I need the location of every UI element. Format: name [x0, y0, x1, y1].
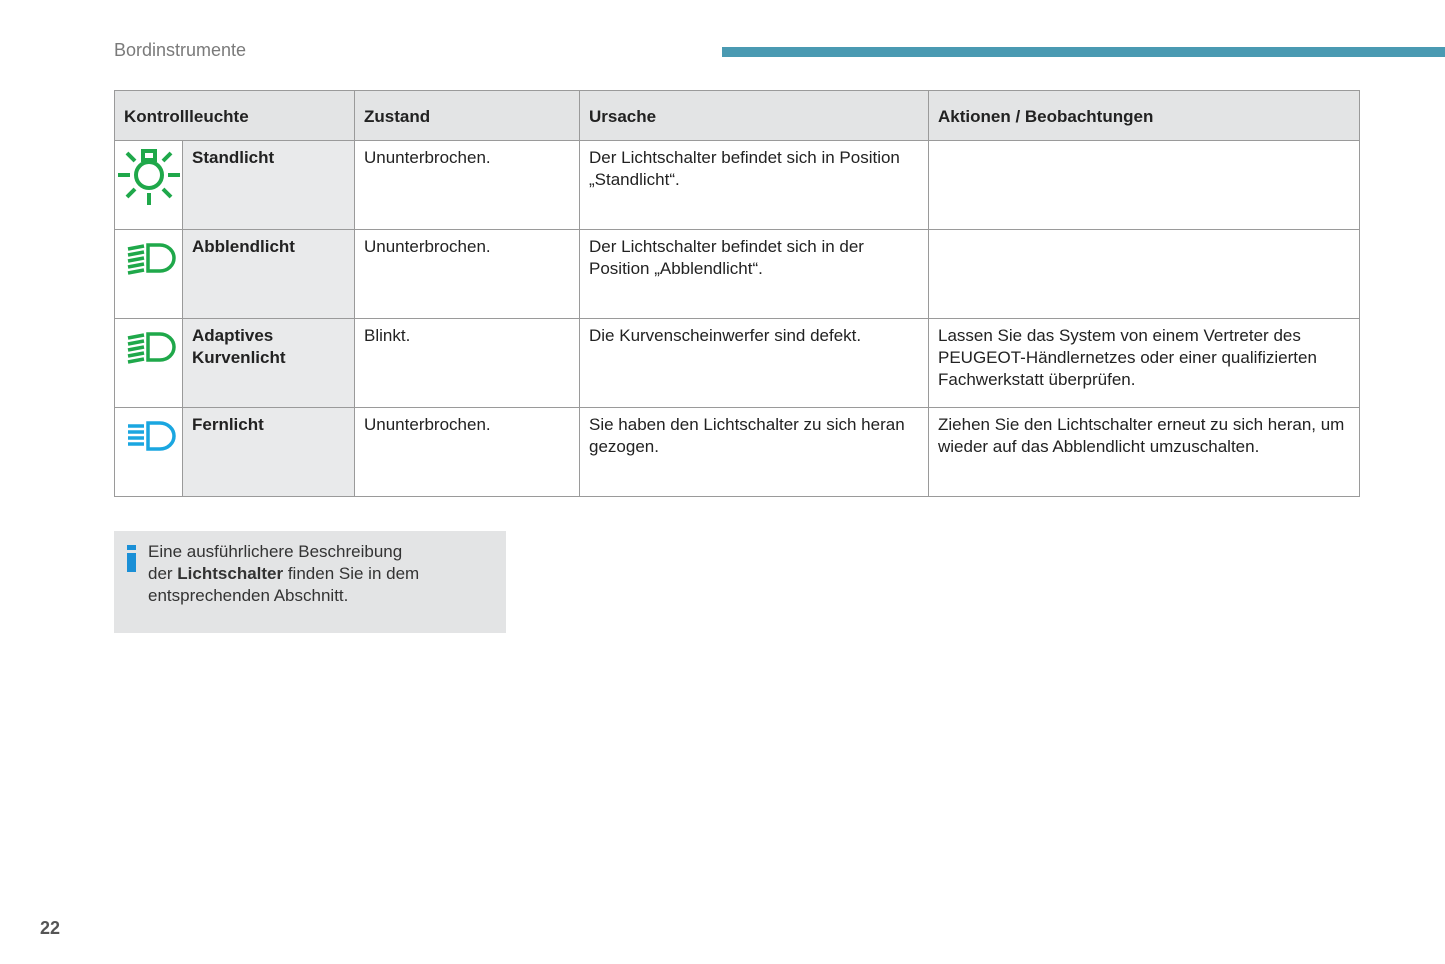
info-line: entsprechenden Abschnitt.	[148, 586, 349, 605]
header-accent-bar	[722, 47, 1445, 57]
state-cell: Ununterbrochen.	[354, 140, 580, 230]
column-header: Ursache	[579, 90, 929, 141]
info-box: Eine ausführlichere Beschreibung der Lic…	[114, 531, 506, 633]
table-row: Abblendlicht Ununterbrochen. Der Lichtsc…	[114, 229, 1360, 319]
cause-cell: Der Lichtschalter befindet sich in der P…	[579, 229, 929, 319]
light-name: Fernlicht	[182, 407, 355, 497]
light-name: Standlicht	[182, 140, 355, 230]
cause-cell: Die Kurvenscheinwerfer sind defekt.	[579, 318, 929, 408]
action-cell	[928, 229, 1360, 319]
info-text-part: finden Sie in dem	[283, 564, 420, 583]
info-text: Eine ausführlichere Beschreibung der Lic…	[148, 541, 419, 607]
sidelight-icon	[117, 149, 180, 205]
action-cell: Lassen Sie das System von einem Vertrete…	[928, 318, 1360, 408]
section-title: Bordinstrumente	[114, 40, 247, 60]
light-name: Abblendlicht	[182, 229, 355, 319]
action-cell: Ziehen Sie den Lichtschalter erneut zu s…	[928, 407, 1360, 497]
main-beam-icon	[127, 421, 176, 451]
column-header: Zustand	[354, 90, 580, 141]
info-icon	[127, 545, 136, 572]
column-header: Kontrollleuchte	[114, 90, 355, 141]
cause-cell: Sie haben den Lichtschalter zu sich hera…	[579, 407, 929, 497]
info-text-part: der	[148, 564, 178, 583]
state-cell: Blinkt.	[354, 318, 580, 408]
light-name: Adaptives Kurvenlicht	[182, 318, 355, 408]
table-row: Adaptives Kurvenlicht Blinkt. Die Kurven…	[114, 318, 1360, 408]
table-row: Standlicht Ununterbrochen. Der Lichtscha…	[114, 140, 1360, 230]
info-text-bold: Lichtschalter	[177, 564, 284, 583]
state-cell: Ununterbrochen.	[354, 229, 580, 319]
table-header-row: Kontrollleuchte Zustand Ursache Aktionen…	[114, 90, 1360, 141]
state-cell: Ununterbrochen.	[354, 407, 580, 497]
info-line: der Lichtschalter finden Sie in dem	[148, 563, 419, 585]
action-cell	[928, 140, 1360, 230]
page-number: 22	[40, 918, 61, 938]
column-header: Aktionen / Beobachtungen	[928, 90, 1360, 141]
table-row: Fernlicht Ununterbrochen. Sie haben den …	[114, 407, 1360, 497]
info-line: Eine ausführlichere Beschreibung	[148, 542, 403, 561]
dipped-beam-icon	[127, 243, 176, 275]
cause-cell: Der Lichtschalter befindet sich in Posit…	[579, 140, 929, 230]
adaptive-cornering-light-icon	[127, 332, 176, 364]
warning-lights-table: Kontrollleuchte Zustand Ursache Aktionen…	[114, 90, 1360, 497]
